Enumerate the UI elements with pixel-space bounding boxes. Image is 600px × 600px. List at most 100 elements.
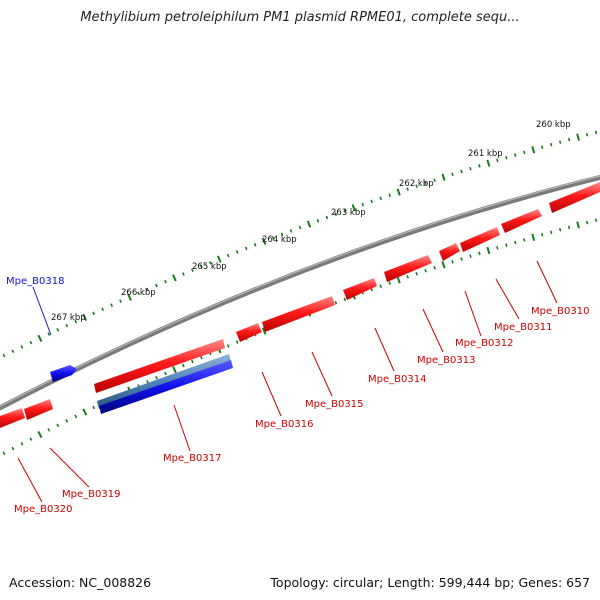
inner-rail-tick xyxy=(541,233,544,237)
outer-rail-tick xyxy=(424,181,427,185)
gene-label-mpe-b0319[interactable]: Mpe_B0319 xyxy=(62,489,120,500)
gene-label-mpe-b0312[interactable]: Mpe_B0312 xyxy=(455,338,513,349)
gene-label-mpe-b0316[interactable]: Mpe_B0316 xyxy=(255,419,313,430)
outer-rail-tick xyxy=(110,303,114,308)
leader-mpe-b0313 xyxy=(422,308,444,353)
gene-arrow-mpe-b0317-a[interactable] xyxy=(94,339,225,393)
inner-rail-tick xyxy=(379,284,383,288)
leader-mpe-b0316 xyxy=(261,371,282,417)
outer-rail-tick xyxy=(505,155,508,160)
outer-rail-tick xyxy=(343,209,347,213)
outer-rail-tick xyxy=(226,253,230,258)
gene-label-mpe-b0318[interactable]: Mpe_B0318 xyxy=(6,276,64,287)
leader-mpe-b0315 xyxy=(311,351,333,397)
leader-mpe-b0319 xyxy=(49,447,90,488)
gene-arrow-mpe-b0311[interactable] xyxy=(501,209,542,233)
outer-rail-tick xyxy=(216,255,222,263)
inner-rail-tick xyxy=(261,327,267,335)
gene-arrow-mpe-b0314[interactable] xyxy=(384,255,432,282)
inner-rail-tick xyxy=(415,271,418,276)
gene-arrow-mpe-b0316-b[interactable] xyxy=(236,323,262,342)
inner-rail-tick xyxy=(585,220,589,225)
gene-label-mpe-b0310[interactable]: Mpe_B0310 xyxy=(531,306,589,317)
inner-rail-tick xyxy=(451,260,454,264)
gene-label-mpe-b0311[interactable]: Mpe_B0311 xyxy=(494,322,552,333)
outer-rail-tick xyxy=(235,250,239,254)
inner-rail-tick xyxy=(558,227,562,232)
leader-mpe-b0314 xyxy=(374,327,395,372)
gene-arrow-mpe-b0313[interactable] xyxy=(439,243,460,261)
inner-rail-tick xyxy=(441,261,446,269)
gene-features xyxy=(0,182,600,428)
outer-rail-tick xyxy=(289,229,293,233)
outer-rail-tick xyxy=(460,169,463,174)
outer-rail-tick xyxy=(567,137,571,142)
outer-rail-tick xyxy=(11,349,15,354)
outer-rail-tick xyxy=(182,272,185,276)
inner-rail-tick xyxy=(523,238,526,242)
topology-label: Topology: xyxy=(270,575,329,590)
leader-mpe-b0311 xyxy=(495,278,520,320)
gene-arrow-mpe-b0316-a[interactable] xyxy=(262,296,335,332)
outer-rail-tick xyxy=(406,187,409,191)
inner-rail-tick xyxy=(424,268,427,273)
accession-info: Accession: NC_008826 xyxy=(9,575,151,590)
scale-label-260: 260 kbp xyxy=(536,120,571,130)
outer-rail-tick xyxy=(280,232,284,237)
inner-rail-tick xyxy=(20,442,24,446)
outer-rail-tick xyxy=(244,246,248,251)
genes-label: Genes: xyxy=(518,575,563,590)
sequence-backbone xyxy=(0,174,600,411)
outer-rail-tick xyxy=(155,283,158,288)
gene-arrow-mpe-b0317-blue[interactable] xyxy=(99,360,233,414)
outer-rail-tick xyxy=(146,287,149,292)
inner-rail-tick xyxy=(181,363,185,368)
outer-rail-tick xyxy=(433,178,436,182)
outer-rail-tick xyxy=(370,199,374,204)
inner-rail-tick xyxy=(82,408,88,416)
outer-rail-tick xyxy=(306,220,312,228)
gene-label-mpe-b0313[interactable]: Mpe_B0313 xyxy=(417,355,475,366)
map-title: Methylibium petroleiphilum PM1 plasmid R… xyxy=(80,10,520,25)
outer-rail-tick xyxy=(361,202,365,207)
gene-label-mpe-b0320[interactable]: Mpe_B0320 xyxy=(14,504,72,515)
outer-rail-tick xyxy=(325,215,329,220)
leader-mpe-b0318 xyxy=(32,286,52,336)
inner-rail-tick xyxy=(29,437,33,441)
accession-label: Accession: xyxy=(9,575,76,590)
outer-rail-tick xyxy=(127,293,132,301)
gene-arrow-mpe-b0320[interactable] xyxy=(0,408,25,428)
outer-rail-tick xyxy=(37,334,43,342)
scale-label-263: 263 kbp xyxy=(331,208,366,218)
inner-rail-tick xyxy=(343,297,347,302)
outer-rail-tick xyxy=(208,261,212,265)
gene-arrow-mpe-b0312[interactable] xyxy=(460,227,500,252)
outer-rail-tick xyxy=(298,225,302,230)
inner-rail-tick xyxy=(460,257,463,261)
gene-label-mpe-b0315[interactable]: Mpe_B0315 xyxy=(305,399,363,410)
outer-rail-tick xyxy=(549,142,553,147)
gene-arrow-mpe-b0310[interactable] xyxy=(549,182,600,213)
scale-label-267: 267 kbp xyxy=(51,313,86,323)
genes-value: 657 xyxy=(566,575,590,590)
inner-rail-tick xyxy=(514,240,517,245)
gene-label-mpe-b0317[interactable]: Mpe_B0317 xyxy=(163,453,221,464)
scale-label-261: 261 kbp xyxy=(468,149,503,159)
gene-arrow-mpe-b0315[interactable] xyxy=(343,278,377,300)
outer-rail-tick xyxy=(396,188,401,196)
outer-rail-tick xyxy=(478,164,481,168)
inner-rail-tick xyxy=(549,230,553,235)
outer-rail-tick xyxy=(190,268,194,273)
outer-rail-tick xyxy=(496,158,499,163)
gene-label-mpe-b0314[interactable]: Mpe_B0314 xyxy=(368,374,426,385)
outer-rail-tick xyxy=(74,319,78,324)
outer-rail-tick xyxy=(20,345,24,349)
sequence-backbone-highlight xyxy=(0,175,600,408)
outer-rail-tick xyxy=(271,236,275,240)
gene-arrow-mpe-b0318[interactable] xyxy=(50,365,77,382)
inner-rail-tick xyxy=(486,246,491,255)
outer-rail-tick xyxy=(531,146,536,154)
gene-arrow-mpe-b0319[interactable] xyxy=(24,399,53,420)
leader-mpe-b0310 xyxy=(536,260,558,304)
